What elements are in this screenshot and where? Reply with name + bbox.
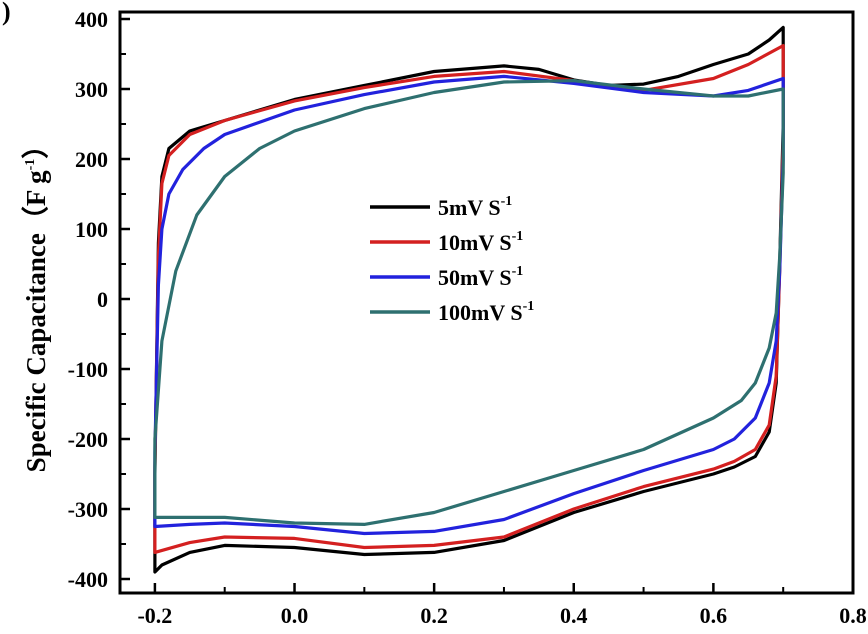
legend-label-sup: -1 xyxy=(512,264,524,279)
legend-label-2: 50mV S-1 xyxy=(438,264,523,290)
legend-label-0: 5mV S-1 xyxy=(438,194,512,220)
y-tick-label: 0 xyxy=(97,287,108,312)
legend-label-main: 10mV S xyxy=(438,230,512,255)
legend-label-sup: -1 xyxy=(512,229,524,244)
plot-frame xyxy=(118,10,855,595)
x-tick-label: 0.6 xyxy=(700,603,728,628)
x-tick-label: 0.0 xyxy=(281,603,309,628)
legend-label-1: 10mV S-1 xyxy=(438,229,523,255)
y-axis-title-main: Specific Capacitance（F g xyxy=(21,170,51,472)
y-tick-label: -400 xyxy=(68,567,108,592)
panel-label: ) xyxy=(2,0,11,26)
legend-label-sup: -1 xyxy=(501,194,513,209)
legend-label-main: 100mV S xyxy=(438,300,523,325)
legend-label-main: 5mV S xyxy=(438,195,501,220)
y-tick-label: 300 xyxy=(75,77,108,102)
y-axis-title-sup: -1 xyxy=(23,159,38,171)
series-line-2 xyxy=(153,74,785,536)
legend-label-main: 50mV S xyxy=(438,265,512,290)
y-axis-title: Specific Capacitance（F g-1） xyxy=(21,132,51,473)
series-line-3 xyxy=(153,79,785,526)
y-axis: -400 -300 -200 -100 0 100 200 300 400 xyxy=(68,7,130,592)
x-tick-label: 0.2 xyxy=(420,603,448,628)
x-tick-label: 0.4 xyxy=(560,603,588,628)
y-tick-label: 200 xyxy=(75,147,108,172)
y-axis-title-tail: ） xyxy=(21,132,51,159)
curves-group xyxy=(153,25,785,574)
y-tick-label: 100 xyxy=(75,217,108,242)
y-tick-label: -100 xyxy=(68,357,108,382)
y-tick-label: 400 xyxy=(75,7,108,32)
x-tick-label: -0.2 xyxy=(137,603,172,628)
y-tick-label: -300 xyxy=(68,497,108,522)
y-tick-label: -200 xyxy=(68,427,108,452)
legend-label-sup: -1 xyxy=(523,299,535,314)
series-line-1 xyxy=(153,44,785,554)
legend-label-3: 100mV S-1 xyxy=(438,299,534,325)
x-axis: -0.2 0.0 0.2 0.4 0.6 0.8 xyxy=(137,583,867,628)
x-tick-label: 0.8 xyxy=(839,603,867,628)
